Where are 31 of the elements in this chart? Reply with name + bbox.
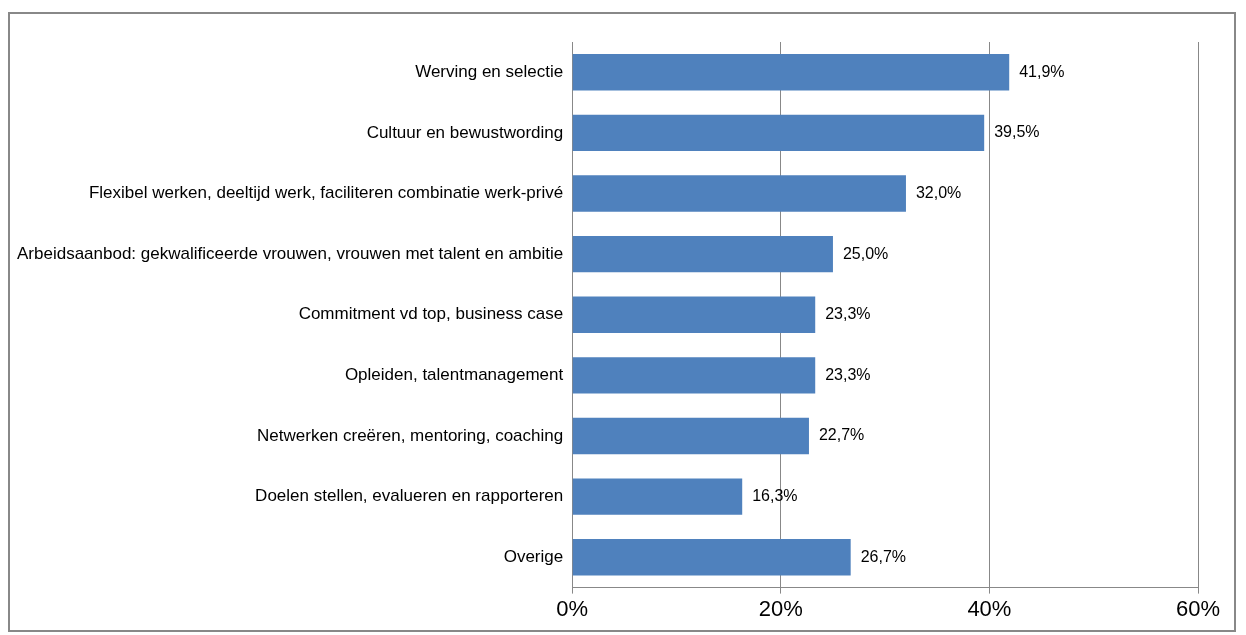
y-tick-label: Flexibel werken, deeltijd werk, faciliteren combinatie werk-privé — [88, 183, 564, 203]
bar — [572, 357, 816, 394]
y-tick-label: Cultuur en bewustwording — [366, 122, 564, 142]
x-tick-label: 60% — [1175, 595, 1221, 621]
data-label: 23,3% — [825, 305, 871, 323]
x-tick-label: 40% — [967, 595, 1012, 621]
data-label: 25,0% — [842, 244, 889, 262]
y-tick-label: Arbeidsaanbod: gekwalificeerde vrouwen, vrouwen met talent en ambitie — [17, 243, 564, 263]
data-label: 16,3% — [752, 487, 798, 505]
bar — [572, 417, 809, 455]
y-tick-label: Opleiden, talentmanagement — [344, 365, 564, 385]
bar — [572, 539, 851, 576]
bar — [572, 235, 833, 273]
x-tick-label: 20% — [758, 595, 803, 621]
data-label: 32,0% — [915, 183, 962, 201]
y-tick-label: Netwerken creëren, mentoring, coaching — [257, 425, 564, 445]
bar — [572, 175, 906, 212]
data-label: 39,5% — [994, 123, 1040, 141]
y-tick-label: Doelen stellen, evalueren en rapporteren — [255, 486, 564, 506]
bar — [572, 478, 743, 515]
bar — [572, 296, 816, 333]
data-label: 23,3% — [825, 365, 871, 383]
y-tick-label: Commitment vd top, business case — [298, 304, 564, 324]
y-tick-label: Werving en selectie — [415, 62, 564, 81]
data-label: 22,7% — [818, 426, 865, 444]
x-tick-label: 0% — [556, 595, 589, 621]
y-tick-label: Overige — [503, 546, 564, 566]
bar — [572, 54, 1010, 91]
data-label: 26,7% — [860, 547, 907, 565]
bar — [572, 114, 985, 152]
data-label: 41,9% — [1019, 62, 1065, 80]
